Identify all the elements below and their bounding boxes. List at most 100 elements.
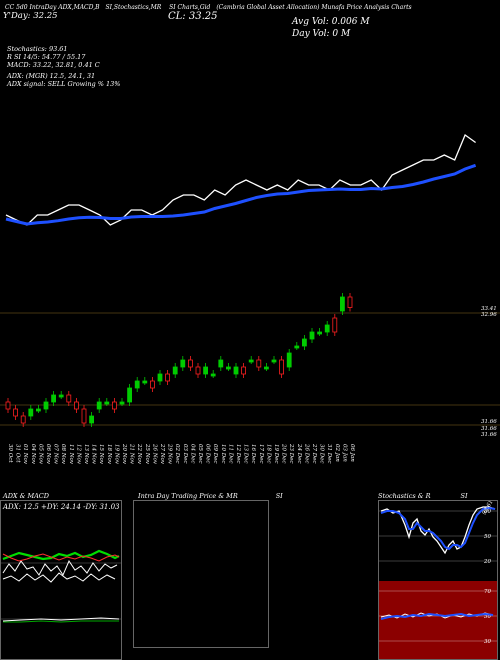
date-label: 01 Nov — [22, 444, 28, 465]
candle — [301, 338, 307, 347]
candle — [317, 331, 323, 335]
stoch-title-suffix: SI — [460, 492, 468, 500]
date-label: 07 Nov — [53, 444, 59, 465]
chart-title-line: CC 5d0 IntraDay ADX,MACD,B SI,Stochastic… — [5, 4, 412, 11]
candle — [51, 394, 56, 403]
candle — [134, 380, 140, 389]
candle — [172, 366, 178, 375]
date-label: 08 Nov — [60, 444, 66, 465]
candle — [248, 359, 254, 363]
candlestick-chart: 33.41 32.96 31.66 31.66 31.66 — [0, 293, 500, 438]
candle — [28, 408, 34, 417]
date-label: 16 Dec — [250, 444, 256, 464]
prev-close: Y'Day: 32.25 — [3, 11, 58, 21]
stoch-title-text: Stochastics & R — [378, 492, 431, 500]
candle — [180, 359, 186, 368]
date-axis: 30 Oct 31 Oct 01 Nov 04 Nov 05 Nov 06 Nov 07 N… — [7, 443, 355, 465]
rsi-background — [379, 581, 497, 659]
date-label: 06 Nov — [45, 444, 51, 465]
candle — [165, 373, 171, 382]
adx-value: ADX: (MGR) 12.5, 24.1, 31 — [7, 72, 96, 80]
date-label: 15 Nov — [98, 444, 104, 465]
close-price: CL: 33.25 — [168, 11, 218, 22]
avg-volume: Avg Vol: 0.006 M — [292, 17, 370, 27]
candle — [142, 380, 148, 384]
price-label-low2: 31.66 — [481, 426, 497, 432]
date-label: 21 Nov — [129, 443, 135, 465]
date-label: 13 Nov — [83, 444, 89, 465]
date-label: 20 Nov — [121, 443, 127, 465]
date-label: 10 Dec — [220, 444, 226, 464]
date-label: 04 Nov — [30, 444, 36, 465]
date-label: 31 Dec — [326, 444, 332, 464]
candle — [218, 359, 224, 368]
adx-macd-values: ADX: 12.5 +DY: 24.14 -DY: 31.03 — [3, 503, 120, 511]
macd-value: MACD: 33.22, 32.81, 0.41 C — [7, 61, 100, 69]
date-label: 30 Dec — [319, 444, 325, 464]
candle — [241, 366, 247, 375]
date-label: 03 Jan — [341, 444, 347, 462]
candle — [324, 324, 330, 333]
date-label: 18 Dec — [265, 444, 271, 464]
candle — [279, 359, 285, 375]
candle — [286, 352, 292, 368]
date-label: 19 Dec — [273, 444, 279, 464]
candle — [104, 401, 110, 405]
date-label: 05 Nov — [37, 444, 43, 465]
candle — [157, 373, 163, 382]
date-label: 30 Oct — [7, 444, 13, 463]
candle — [332, 317, 338, 333]
stochastics-value: Stochastics: 93.61 — [7, 45, 68, 53]
candle — [294, 345, 300, 349]
date-label: 12 Nov — [75, 444, 81, 465]
candle — [233, 366, 239, 375]
price-line — [5, 133, 476, 226]
price-label-low3: 31.66 — [481, 432, 497, 438]
candle — [347, 296, 353, 308]
date-label: 13 Dec — [243, 444, 249, 464]
date-label: 22 Nov — [136, 443, 142, 465]
moving-average-line — [5, 163, 477, 226]
adx-macd-graph — [1, 549, 121, 623]
date-label: 18 Nov — [106, 444, 112, 465]
candle — [309, 331, 315, 340]
date-label: 27 Dec — [311, 443, 317, 464]
candle — [58, 394, 64, 398]
candle — [89, 415, 94, 424]
candle — [225, 366, 231, 370]
candle — [5, 401, 11, 410]
candle — [271, 359, 277, 363]
adx-macd-panel: ADX: 12.5 +DY: 24.14 -DY: 31.03 — [0, 500, 122, 660]
stoch-rsi-panel: 80 50 20 93.61 70 50 30 — [378, 500, 498, 660]
stoch-rsi-graph: 80 50 20 93.61 70 50 30 — [379, 501, 497, 659]
date-label: 05 Dec — [197, 444, 203, 464]
candle — [66, 394, 72, 403]
price-label-top: 33.41 — [481, 306, 497, 312]
candle — [203, 366, 209, 375]
candle — [112, 401, 117, 410]
header-part-4: (Cambria Global Asset Allocation) Munafa… — [216, 4, 412, 11]
candle — [263, 366, 269, 370]
date-label: 19 Nov — [113, 444, 119, 465]
stoch-level-50: 50 — [484, 534, 491, 540]
date-label: 17 Dec — [258, 444, 264, 464]
stoch-level-80: 80 — [484, 509, 491, 515]
candle — [119, 401, 125, 405]
date-label: 12 Dec — [235, 444, 241, 464]
candle — [256, 359, 262, 368]
indicator-summary: Stochastics: 93.61 R SI 14/5: 54.77 / 55… — [7, 45, 120, 88]
date-label: 02 Jan — [334, 444, 340, 462]
intraday-title-suffix: SI — [275, 492, 283, 500]
header-part-3: SI Charts,Gid — [169, 4, 211, 11]
candle — [187, 359, 193, 368]
date-label: 26 Dec — [303, 443, 309, 464]
candle — [127, 387, 132, 403]
intraday-title-text: Intra Day Trading Price & MR — [138, 492, 238, 500]
candle — [43, 401, 49, 410]
date-label: 25 Nov — [144, 443, 150, 465]
date-label: 23 Dec — [288, 443, 294, 464]
rsi-level-70: 70 — [484, 589, 491, 595]
stoch-level-20: 20 — [483, 559, 491, 565]
candle — [36, 408, 41, 412]
candle — [210, 373, 216, 377]
